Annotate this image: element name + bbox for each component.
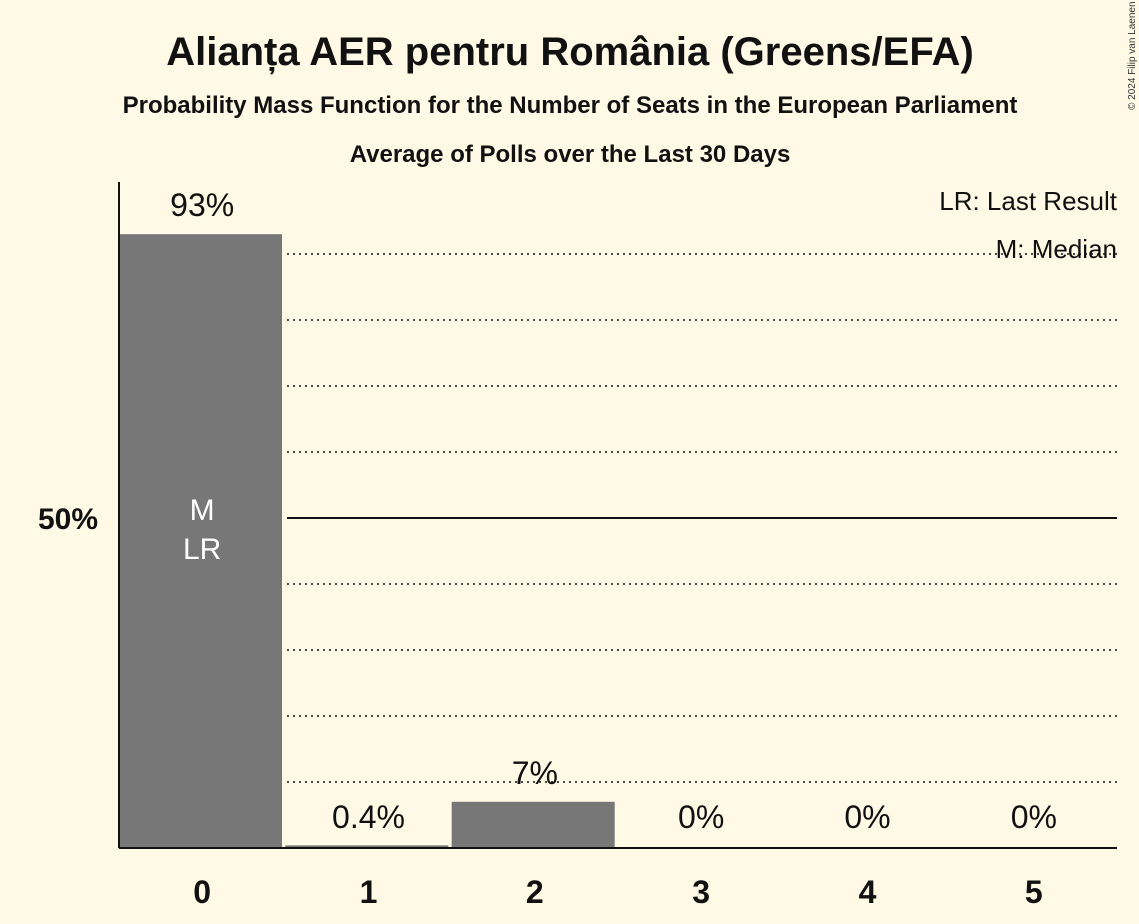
legend-last-result: LR: Last Result: [939, 186, 1118, 216]
y-tick-label: 50%: [38, 503, 98, 536]
last-result-marker: LR: [183, 533, 221, 566]
gridlines: [287, 253, 1117, 783]
labels: 93% 0 0.4% 1 7% 2 0% 3 0% 4 0% 5 M LR 50%: [38, 187, 1057, 910]
bars: [119, 234, 615, 848]
x-tick-label: 2: [526, 874, 544, 910]
chart-subtitle: Probability Mass Function for the Number…: [123, 92, 1018, 119]
bar: [451, 801, 615, 848]
median-marker: M: [190, 494, 215, 527]
data-label: 0%: [844, 799, 890, 835]
x-tick-label: 0: [193, 874, 211, 910]
data-label: 7%: [512, 755, 558, 791]
data-label: 0.4%: [332, 799, 405, 835]
bar: [119, 234, 283, 848]
bar: [285, 845, 449, 848]
chart-subtitle-2: Average of Polls over the Last 30 Days: [350, 141, 791, 168]
x-tick-label: 4: [859, 874, 877, 910]
x-tick-label: 5: [1025, 874, 1043, 910]
legend-median: M: Median: [996, 234, 1117, 264]
data-label: 0%: [1011, 799, 1057, 835]
x-tick-label: 3: [692, 874, 710, 910]
copyright-text: © 2024 Filip van Laenen: [1127, 1, 1138, 110]
data-label: 0%: [678, 799, 724, 835]
chart-title: Alianța AER pentru România (Greens/EFA): [166, 30, 974, 74]
data-label: 93%: [170, 187, 234, 223]
axes: [118, 182, 1117, 849]
x-tick-label: 1: [360, 874, 378, 910]
